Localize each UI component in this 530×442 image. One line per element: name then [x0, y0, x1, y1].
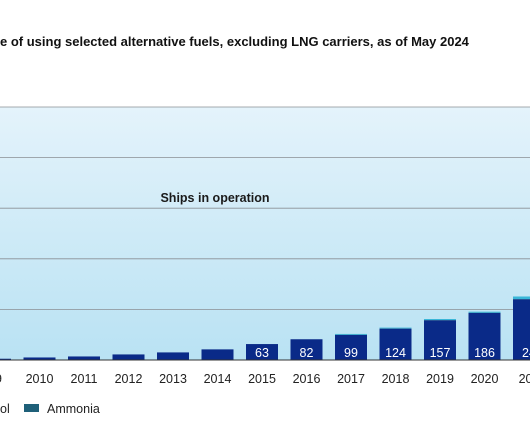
x-tick-labels: 09 2010 2011 2012 2013 2014 2015 2016 2017 2018 20…: [0, 372, 530, 386]
x-tick-202: 202: [519, 372, 530, 386]
x-tick-2012: 2012: [115, 372, 143, 386]
bar-top-segment-2018: [379, 327, 412, 329]
data-label-2015: 63: [255, 346, 269, 360]
gridlines: [0, 106, 530, 310]
bar-2020: [468, 312, 501, 360]
bar-top-segment-202: [513, 296, 530, 300]
x-tick-2010: 2010: [26, 372, 54, 386]
x-tick-2020: 2020: [471, 372, 499, 386]
plot-background: [0, 107, 530, 360]
data-label-2017: 99: [344, 346, 358, 360]
x-tick-2013: 2013: [159, 372, 187, 386]
bar-2013: [157, 352, 189, 360]
x-tick-2015: 2015: [248, 372, 276, 386]
bar-2015: [246, 344, 278, 360]
legend-swatch-ammonia: [24, 404, 39, 412]
bar-2019: [424, 320, 456, 360]
x-tick-09: 09: [0, 372, 2, 386]
bar-202: [513, 299, 530, 360]
legend-label-ol: ol: [0, 402, 10, 416]
bar-2016: [290, 339, 323, 360]
bar-2012: [112, 354, 145, 360]
x-tick-2016: 2016: [293, 372, 321, 386]
data-label-2020: 186: [474, 346, 495, 360]
bar-2017: [335, 334, 367, 360]
annotation-ships-in-operation: Ships in operation: [160, 191, 269, 205]
bar-2014: [201, 349, 234, 360]
bar-2010: [23, 357, 56, 360]
x-tick-2017: 2017: [337, 372, 365, 386]
bar-09: [0, 358, 11, 360]
x-tick-2014: 2014: [204, 372, 232, 386]
legend-label-ammonia: Ammonia: [47, 402, 100, 416]
chart-title: e of using selected alternative fuels, e…: [0, 34, 470, 49]
bar-2018: [379, 328, 412, 360]
data-label-202: 24: [522, 346, 530, 360]
x-tick-2019: 2019: [426, 372, 454, 386]
data-label-2016: 82: [300, 346, 314, 360]
bars: 63 82 99 124 157 186 24: [0, 296, 530, 360]
legend: ol Ammonia: [0, 402, 100, 416]
bar-top-segment-2020: [468, 311, 501, 313]
bar-top-segment-2019: [424, 319, 456, 321]
data-label-2018: 124: [385, 346, 406, 360]
bar-2011: [68, 356, 100, 360]
x-tick-2011: 2011: [71, 372, 98, 386]
bar-top-segment-2017: [335, 333, 367, 335]
data-label-2019: 157: [430, 346, 451, 360]
x-tick-2018: 2018: [382, 372, 410, 386]
